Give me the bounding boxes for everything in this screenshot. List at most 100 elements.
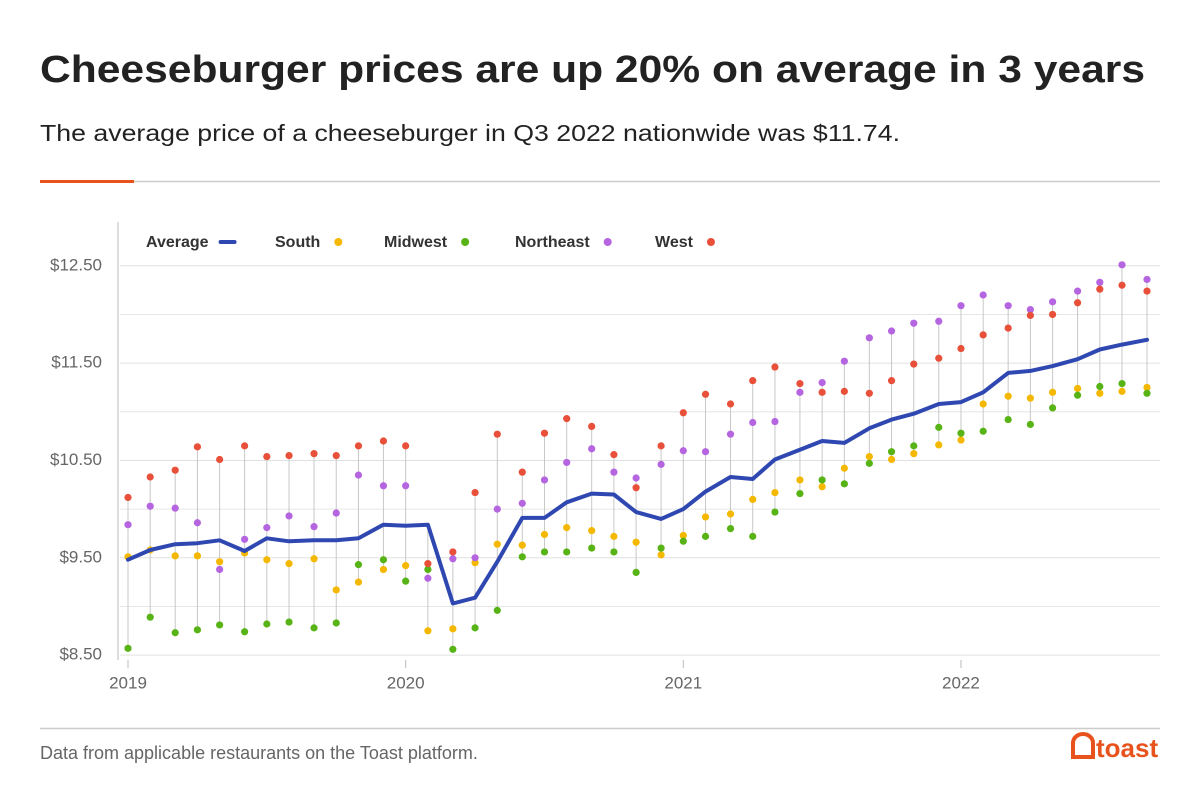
dot <box>588 422 596 430</box>
dot <box>957 344 965 353</box>
dot <box>124 644 132 652</box>
dot <box>493 505 501 513</box>
dot <box>563 524 571 532</box>
y-tick-label: $11.50 <box>51 353 102 372</box>
x-tick-label: 2021 <box>664 673 702 692</box>
dot <box>632 474 640 482</box>
dot <box>749 377 757 385</box>
dot <box>563 415 571 423</box>
dot <box>171 552 179 560</box>
dot <box>241 442 249 450</box>
dot <box>379 482 388 490</box>
dot <box>354 561 363 569</box>
dot <box>935 423 943 431</box>
dot <box>1096 389 1104 397</box>
dot <box>701 390 710 398</box>
dot <box>865 334 873 342</box>
dot <box>1073 299 1082 307</box>
dot <box>402 577 410 585</box>
dot <box>935 354 943 362</box>
dot <box>332 509 340 517</box>
footnote: Data from applicable restaurants on the … <box>40 743 478 763</box>
dot <box>910 319 918 327</box>
dot <box>818 483 826 491</box>
y-tick-label: $8.50 <box>59 645 102 664</box>
dot <box>657 442 665 450</box>
dot <box>424 627 432 635</box>
dot <box>818 379 826 387</box>
dot <box>193 626 202 634</box>
dot <box>216 621 224 629</box>
dot <box>749 495 757 503</box>
dot <box>701 532 710 540</box>
dot <box>749 418 757 427</box>
y-tick-label: $10.50 <box>50 450 102 469</box>
dot <box>657 551 665 559</box>
dot <box>679 537 687 545</box>
dot <box>540 476 549 484</box>
legend: Average South Midwest Northeast West <box>146 234 715 251</box>
legend-label: Northeast <box>515 234 590 251</box>
dot <box>263 524 271 532</box>
dot <box>1073 287 1082 295</box>
dot <box>263 452 271 461</box>
dot <box>493 430 501 438</box>
dot <box>379 556 388 564</box>
dot <box>957 302 965 310</box>
dot <box>1026 311 1034 320</box>
dot <box>1096 285 1104 293</box>
dot <box>402 561 410 570</box>
legend-label: Midwest <box>384 234 448 251</box>
dot <box>540 530 549 539</box>
dot <box>796 476 804 484</box>
dot <box>310 555 318 563</box>
chart-subtitle: The average price of a cheeseburger in Q… <box>40 120 900 146</box>
dot <box>588 526 596 535</box>
dot <box>171 504 179 512</box>
logo-icon <box>1071 732 1095 759</box>
y-tick-label: $12.50 <box>50 255 102 274</box>
dot <box>771 363 779 371</box>
dot <box>1026 394 1034 402</box>
legend-swatch <box>603 238 612 246</box>
logo: toast <box>1071 732 1158 763</box>
dot <box>354 442 363 450</box>
dot <box>679 409 687 417</box>
dot <box>588 544 596 552</box>
dot <box>424 565 432 574</box>
dot <box>796 388 804 396</box>
dot <box>1048 404 1057 412</box>
logo-text: toast <box>1096 733 1158 763</box>
dot <box>518 499 526 507</box>
dot <box>379 437 388 445</box>
dot <box>887 377 896 385</box>
dot <box>796 379 804 388</box>
dot <box>354 471 363 479</box>
dot <box>216 565 224 574</box>
dot <box>402 482 410 490</box>
dot <box>216 558 224 566</box>
dot <box>726 430 735 438</box>
legend-label: West <box>655 234 694 251</box>
dot <box>979 331 987 339</box>
dot <box>679 531 687 540</box>
dot <box>726 510 735 518</box>
dot <box>865 452 873 461</box>
dot <box>563 548 571 556</box>
dot <box>840 464 848 472</box>
dot <box>610 451 618 459</box>
dot <box>1073 391 1082 399</box>
dot <box>540 548 549 556</box>
dot <box>818 388 826 396</box>
dot <box>563 458 571 467</box>
dot <box>1048 388 1057 396</box>
dot <box>1096 382 1104 391</box>
y-tick-label: $9.50 <box>59 547 102 566</box>
x-tick-label: 2020 <box>387 673 425 692</box>
dot <box>910 360 918 368</box>
dot <box>310 624 318 632</box>
dot <box>540 429 549 437</box>
dot <box>865 389 873 397</box>
dot <box>193 552 202 560</box>
